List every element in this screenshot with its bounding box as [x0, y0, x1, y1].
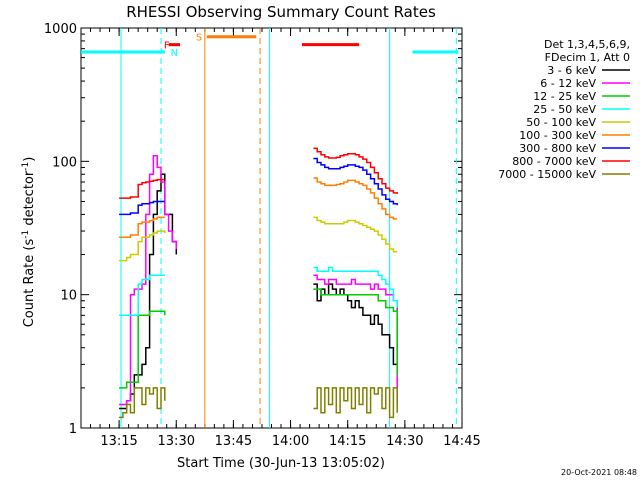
legend-header: Det 1,3,4,5,6,9,	[544, 38, 630, 51]
y-tick-label: 1	[69, 422, 77, 437]
chart-title: RHESSI Observing Summary Count Rates	[126, 3, 436, 21]
series-50-100-kev	[119, 216, 398, 262]
series-line	[313, 274, 398, 405]
plot-axes: 1 10 100 1000 13:15 13:30 13:45 14:00 14:15 14:30…	[44, 22, 481, 449]
legend: Det 1,3,4,5,6,9,FDecim 1, Att 03 - 6 keV…	[498, 38, 630, 181]
flag-label: S	[196, 33, 202, 44]
y-axis-label: Count Rate (s-1 detector-1)	[21, 157, 37, 328]
x-tick-label: 14:30	[386, 434, 423, 449]
series-line	[313, 266, 398, 308]
y-tick-label: 10	[60, 289, 77, 304]
series-line	[313, 216, 398, 253]
series-800-7000-kev	[119, 147, 398, 199]
flag-label: F	[164, 41, 170, 52]
legend-label: 800 - 7000 keV	[512, 155, 596, 168]
series-layer	[119, 147, 398, 419]
series-line	[119, 230, 166, 262]
series-line	[313, 288, 398, 375]
legend-label: 300 - 800 keV	[519, 142, 596, 155]
legend-label: 100 - 300 keV	[519, 129, 596, 142]
series-6-12-kev	[119, 155, 398, 406]
x-tick-label: 14:45	[443, 434, 480, 449]
x-tick-label: 13:30	[158, 434, 195, 449]
legend-label: 50 - 100 keV	[526, 116, 596, 129]
series-line	[119, 173, 178, 410]
attenuator-flags: FN S	[81, 28, 459, 428]
legend-label: 6 - 12 keV	[540, 77, 596, 90]
legend-label: 3 - 6 keV	[547, 64, 596, 77]
series-100-300-kev	[119, 177, 398, 238]
legend-header: FDecim 1, Att 0	[545, 51, 630, 64]
series-line	[119, 387, 166, 419]
series-line	[313, 387, 398, 419]
footer-date: 20-Oct-2021 08:48	[561, 468, 637, 477]
series-line	[119, 216, 165, 238]
y-tick-label: 1000	[44, 22, 77, 37]
x-axis-label: Start Time (30-Jun-13 13:05:02)	[177, 456, 385, 471]
y-tick-label: 100	[52, 155, 77, 170]
series-line	[313, 177, 398, 220]
x-tick-label: 13:15	[100, 434, 137, 449]
series-line	[313, 283, 398, 366]
series-25-50-kev	[119, 266, 398, 317]
series-line	[119, 178, 165, 199]
legend-label: 7000 - 15000 keV	[498, 168, 596, 181]
series-12-25-kev	[119, 288, 398, 389]
series-line	[313, 157, 398, 206]
series-300-800-kev	[119, 157, 398, 216]
series-line	[119, 274, 165, 317]
x-tick-label: 14:15	[329, 434, 366, 449]
legend-label: 12 - 25 keV	[533, 90, 596, 103]
series-line	[119, 155, 178, 406]
legend-label: 25 - 50 keV	[533, 103, 596, 116]
flag-label: N	[171, 48, 178, 59]
series-line	[119, 200, 165, 216]
x-tick-label: 14:00	[272, 434, 309, 449]
series-line	[313, 147, 398, 194]
series-line	[119, 310, 166, 389]
series-7000-15000-kev	[119, 387, 398, 419]
x-tick-label: 13:45	[215, 434, 252, 449]
